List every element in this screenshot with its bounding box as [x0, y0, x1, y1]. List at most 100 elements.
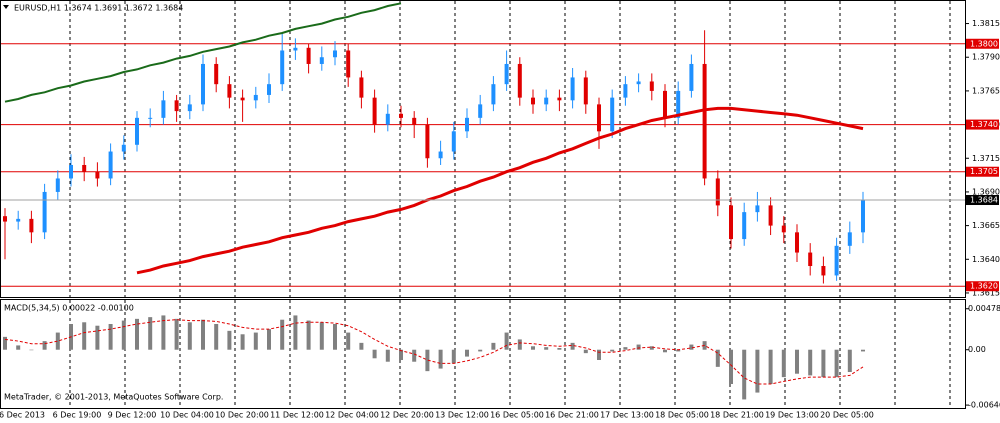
y-tick-label: 1.3640	[972, 255, 1000, 264]
macd-title: MACD(5,34,5) 0.00022 -0.00100	[4, 304, 134, 313]
level-label-box	[966, 38, 999, 49]
y-tick-label: 1.3790	[972, 53, 1000, 62]
candle-body	[715, 178, 720, 206]
macd-bar	[82, 322, 87, 350]
macd-bar	[847, 349, 852, 372]
chart-title: EURUSD,H1 1.3674 1.3691 1.3672 1.3684	[14, 4, 183, 13]
candle-body	[16, 218, 21, 222]
candle-body	[3, 216, 7, 222]
price-panel	[0, 0, 966, 298]
candle-body	[293, 47, 298, 51]
x-tick-label: 11 Dec 12:00	[270, 411, 324, 420]
candle-body	[755, 205, 760, 213]
candle-body	[280, 50, 285, 85]
macd-bar	[689, 344, 694, 350]
current-price-label: 1.3684	[970, 196, 998, 205]
y-tick-label: 1.3690	[972, 187, 1000, 196]
candle-body	[544, 97, 549, 105]
candle-body	[663, 90, 667, 118]
macd-bar	[333, 324, 337, 350]
candle-body	[676, 90, 681, 118]
macd-bar	[319, 322, 324, 350]
x-tick-label: 6 Dec 2013	[0, 411, 45, 420]
macd-bar	[280, 319, 285, 350]
x-tick-label: 16 Dec 21:00	[545, 411, 599, 420]
candle-body	[425, 124, 430, 159]
macd-bar	[399, 349, 403, 360]
y-tick-label: 1.3765	[972, 86, 1000, 95]
macd-bar	[42, 341, 47, 350]
candle-body	[253, 94, 258, 101]
candle-body	[702, 63, 707, 179]
candle-body	[768, 205, 773, 226]
candle-body	[333, 50, 337, 58]
macd-panel	[0, 299, 966, 409]
macd-bar	[425, 349, 430, 372]
candle-body	[808, 252, 813, 267]
y-tick-label: 1.3815	[972, 19, 1000, 28]
macd-bar	[240, 334, 245, 350]
macd-bar	[478, 349, 483, 352]
candle-body	[69, 164, 73, 179]
x-tick-label: 17 Dec 13:00	[600, 411, 654, 420]
macd-bar	[227, 330, 232, 350]
candle-body	[742, 212, 747, 240]
macd-bar	[438, 349, 443, 369]
candle-body	[55, 178, 60, 192]
x-tick-label: 10 Dec 20:00	[215, 411, 269, 420]
candle-body	[108, 151, 113, 179]
candle-body	[834, 245, 839, 276]
macd-bar	[795, 349, 799, 374]
candle-body	[597, 104, 601, 132]
macd-bar	[306, 320, 311, 350]
candle-body	[267, 84, 271, 95]
macd-bar	[267, 329, 271, 350]
candle-body	[42, 191, 47, 233]
macd-bar	[821, 349, 826, 378]
candle-body	[29, 218, 34, 233]
macd-bar	[372, 349, 377, 359]
footer: MetaTrader, © 2001-2013, MetaQuotes Soft…	[4, 393, 223, 402]
candle-body	[451, 131, 456, 152]
x-tick-label: 18 Dec 05:00	[655, 411, 709, 420]
macd-bar	[544, 347, 549, 350]
macd-bar	[531, 346, 535, 350]
macd-bar	[16, 345, 21, 350]
macd-bar	[834, 349, 839, 378]
macd-bar	[187, 322, 192, 350]
candle-body	[557, 97, 562, 101]
y-tick-label: 1.3715	[972, 154, 1000, 163]
macd-bar	[412, 349, 417, 362]
candle-body	[82, 164, 87, 172]
candle-body	[491, 84, 496, 105]
macd-bar	[504, 332, 509, 350]
candle-body	[385, 113, 390, 125]
candle-body	[847, 232, 852, 246]
candle-body	[821, 266, 826, 276]
candle-body	[465, 117, 469, 132]
macd-bar	[742, 349, 747, 400]
candle-body	[227, 84, 232, 98]
candle-body	[121, 144, 126, 152]
macd-bar	[557, 348, 562, 350]
candle-body	[478, 104, 483, 118]
current-price-box	[966, 195, 999, 206]
candle-body	[610, 97, 615, 132]
macd-bar	[755, 349, 760, 393]
macd-bar	[359, 342, 364, 350]
level-label: 1.3620	[970, 282, 998, 291]
macd-bar	[649, 346, 654, 350]
candle-body	[517, 63, 522, 98]
macd-bar	[715, 349, 720, 367]
candle-body	[240, 97, 245, 101]
macd-bar	[148, 317, 153, 350]
macd-bar	[597, 349, 601, 360]
x-tick-label: 20 Dec 05:00	[820, 411, 874, 420]
candle-body	[729, 205, 733, 240]
x-tick-label: 9 Dec 12:00	[108, 411, 157, 420]
macd-bar	[29, 349, 34, 351]
macd-bar	[768, 349, 773, 384]
macd-bar	[491, 342, 496, 350]
macd-bar	[861, 349, 865, 352]
candle-body	[781, 225, 786, 233]
